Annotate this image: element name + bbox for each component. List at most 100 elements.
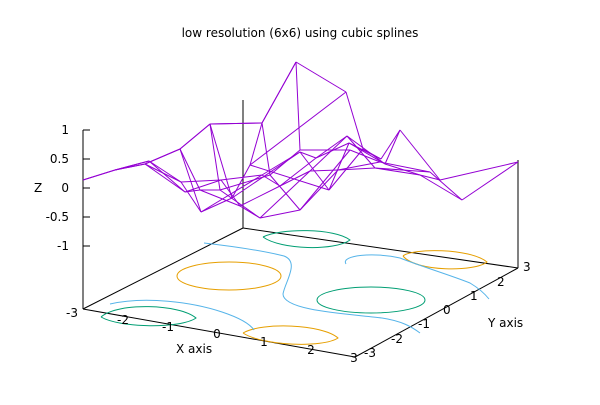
contour-green-1 [262, 230, 351, 248]
contour-green-2 [316, 286, 426, 314]
x-tick-label: 2 [307, 343, 315, 357]
contour-orange-3 [242, 325, 339, 345]
surface-mesh-line [249, 91, 347, 166]
base-edge-front-x [82, 308, 356, 358]
base-edge-left [82, 227, 244, 310]
z-tick-label: -1 [57, 239, 69, 253]
x-tick-labels: -3 -2 -1 0 1 2 3 [66, 306, 358, 365]
base-edge-front-y [354, 267, 519, 358]
contour-blue-2 [344, 254, 490, 300]
contour-orange-1 [176, 261, 282, 291]
surface-mesh-line [219, 189, 261, 219]
surface-mesh-line [231, 164, 251, 199]
surface-mesh-line [345, 91, 364, 150]
x-tick-label: -2 [117, 313, 129, 327]
y-tick-label: 3 [523, 260, 531, 274]
surface-mesh-line [184, 189, 201, 193]
surface-mesh-line [180, 179, 222, 183]
surface-mesh-line [209, 123, 221, 191]
z-axis-label: Z [34, 181, 42, 195]
x-axis-label: X axis [176, 342, 212, 356]
x-tick-label: 0 [213, 327, 221, 341]
surface-mesh-line [261, 151, 301, 176]
surface-mesh-line [374, 167, 431, 173]
surface-mesh-line [419, 174, 441, 181]
x-tick-label: 3 [350, 351, 358, 365]
surface-mesh-line [348, 142, 386, 165]
surface-mesh-line [259, 209, 301, 219]
surface-mesh-line [269, 174, 301, 211]
y-tick-label: -3 [364, 346, 376, 360]
surface-mesh-line [309, 135, 348, 172]
z-tick-label: -0.5 [46, 210, 69, 224]
surface-mesh-line [384, 129, 401, 165]
surface-mesh-line [82, 169, 116, 181]
y-axis-label: Y axis [487, 316, 523, 330]
surface-mesh-line [315, 135, 348, 159]
surface-mesh-line [220, 174, 263, 181]
surface-mesh-line [399, 129, 441, 181]
surface-mesh-line [200, 197, 233, 213]
surface-mesh-line [295, 61, 301, 151]
surface-mesh-line [295, 61, 347, 93]
y-tick-label: 1 [470, 289, 478, 303]
surface-mesh-line [346, 135, 376, 169]
z-tick-label: 0 [61, 181, 69, 195]
y-tick-label: 2 [497, 275, 505, 289]
contour-blue-3 [109, 299, 255, 331]
surface-mesh-line [259, 170, 311, 219]
x-tick-label: -3 [66, 306, 78, 320]
surface-mesh-line [337, 167, 376, 171]
surface-mesh-line [209, 122, 263, 125]
surface-mesh-line [299, 151, 317, 159]
surface-mesh-line [144, 163, 186, 193]
contour-plot [100, 230, 490, 345]
surface-mesh-line [461, 161, 519, 201]
surface-mesh-line [249, 164, 330, 191]
surface-mesh-line [439, 161, 519, 181]
surface-mesh-line [199, 189, 241, 207]
x-tick-label: -1 [162, 320, 174, 334]
contour-green-3 [100, 306, 197, 327]
surface-mesh-line [180, 181, 202, 213]
base-edge-back [242, 227, 519, 269]
surface-mesh-line [209, 123, 233, 199]
surface-mesh-line [279, 170, 311, 187]
surface-mesh-line [114, 163, 146, 171]
chart-title: low resolution (6x6) using cubic splines [182, 26, 419, 40]
y-tick-labels: -3 -2 -1 0 1 2 3 [364, 260, 531, 360]
surface-mesh-line [148, 160, 182, 183]
surface-mesh-line [179, 148, 201, 191]
z-tick-label: 1 [61, 123, 69, 137]
surface-mesh-line [419, 174, 463, 201]
surface-mesh-line [179, 148, 202, 213]
surface-mesh-line [261, 61, 297, 124]
surface-mesh-line [249, 122, 263, 166]
surface-mesh-line [148, 160, 186, 193]
surface-mesh-line [380, 129, 401, 160]
z-tick-label: 0.5 [50, 152, 69, 166]
surface-mesh-line [374, 167, 421, 176]
surface-mesh-line [179, 123, 211, 150]
y-tick-label: -1 [418, 317, 430, 331]
contour-blue-1 [203, 242, 421, 334]
surface-mesh-line [349, 149, 381, 163]
surface-mesh-line [144, 148, 181, 165]
contour-orange-2 [402, 250, 488, 270]
surface-mesh-line [279, 157, 317, 187]
surface-mesh-line [239, 185, 281, 207]
surface-mesh-line [269, 149, 301, 176]
x-tick-label: 1 [260, 335, 268, 349]
surface-mesh-line [261, 122, 271, 176]
surface-mesh-line [299, 149, 351, 211]
surface-mesh-line [328, 142, 350, 191]
surface-mesh-line [379, 161, 431, 173]
y-tick-label: 0 [443, 303, 451, 317]
surface-mesh [82, 61, 519, 219]
surface-mesh-line [184, 179, 222, 193]
surface-mesh-line [429, 171, 463, 201]
surface-mesh-line [299, 169, 339, 211]
surface-mesh-line [337, 161, 381, 171]
